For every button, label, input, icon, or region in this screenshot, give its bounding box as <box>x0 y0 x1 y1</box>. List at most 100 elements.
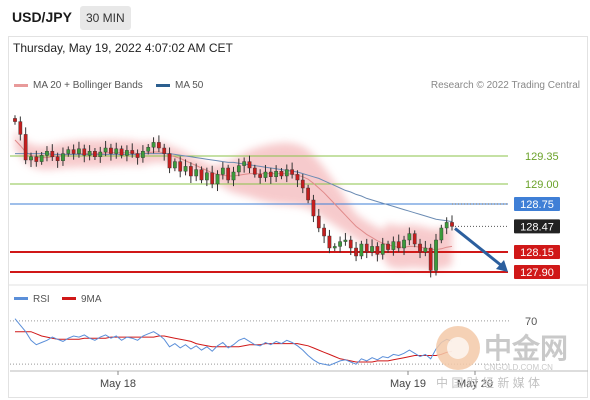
candle-body-51 <box>284 169 289 177</box>
candle-body-79 <box>434 239 438 271</box>
candle-body-19 <box>114 148 119 154</box>
timeframe-button[interactable]: 30 MIN <box>80 6 131 30</box>
candle-body-57 <box>316 215 321 229</box>
watermark-url: CNGOLD.COM.CN <box>484 363 553 372</box>
forecast-arrow-shaft <box>454 227 503 268</box>
bollinger-band <box>15 130 452 271</box>
candle-body-32 <box>183 166 188 172</box>
candle-body-14 <box>87 150 92 156</box>
candle-body-2 <box>23 134 28 161</box>
candle-body-58 <box>322 227 326 237</box>
candle-body-44 <box>247 161 252 169</box>
time-tick-label-0: May 18 <box>100 378 136 390</box>
candle-body-41 <box>231 171 236 181</box>
candle-body-48 <box>268 171 273 178</box>
candle-body-24 <box>141 150 145 158</box>
candle-body-52 <box>290 169 294 175</box>
candle-body-23 <box>135 153 140 158</box>
rsi-legend-swatch <box>14 297 28 300</box>
candle-body-59 <box>327 235 332 249</box>
level-label-0: 129.35 <box>525 151 559 163</box>
candle-body-0 <box>13 118 17 122</box>
rsi-line <box>14 318 453 366</box>
candle-body-70 <box>386 243 390 250</box>
candle-body-73 <box>402 239 406 249</box>
legend-label-ma20: MA 20 + Bollinger Bands <box>33 80 143 91</box>
watermark-logo-inner <box>447 337 469 359</box>
time-tick-label-1: May 19 <box>390 378 426 390</box>
candle-body-42 <box>236 165 241 173</box>
candle-body-81 <box>444 222 449 229</box>
candle-body-26 <box>151 142 156 148</box>
symbol-label: USD/JPY <box>12 9 72 25</box>
credit-text: Research © 2022 Trading Central <box>430 80 580 91</box>
candle-body-78 <box>428 247 433 271</box>
candle-body-50 <box>279 170 284 177</box>
candle-body-11 <box>71 149 76 154</box>
candle-body-16 <box>98 151 103 158</box>
candle-body-20 <box>119 148 124 156</box>
candle-body-36 <box>205 172 209 181</box>
candle-body-35 <box>199 169 204 181</box>
candle-body-74 <box>407 233 412 241</box>
candle-body-56 <box>311 199 316 217</box>
candle-body-7 <box>50 150 55 157</box>
rsi-ma9-line <box>15 331 453 363</box>
candle-body-38 <box>215 174 220 185</box>
candle-body-67 <box>370 246 374 253</box>
level-label-2: 128.75 <box>520 199 554 211</box>
candle-body-71 <box>391 241 396 250</box>
candle-body-37 <box>210 172 215 185</box>
candle-body-61 <box>338 241 342 247</box>
candle-body-45 <box>252 167 257 175</box>
candle-body-25 <box>146 146 151 152</box>
candle-body-55 <box>306 187 310 201</box>
level-label-1: 129.00 <box>525 179 559 191</box>
candle-body-39 <box>220 167 225 175</box>
candle-body-46 <box>258 174 262 178</box>
candle-body-13 <box>82 148 87 156</box>
candle-body-34 <box>194 169 199 177</box>
level-tag-2 <box>514 197 560 211</box>
candle-body-65 <box>359 243 364 257</box>
candle-body-47 <box>263 171 268 178</box>
legend-swatch-ma50 <box>156 84 170 87</box>
candle-body-31 <box>178 161 183 172</box>
candle-body-76 <box>418 243 422 253</box>
candle-body-5 <box>39 154 44 162</box>
candle-body-69 <box>380 243 385 255</box>
ma9-legend-label: 9MA <box>81 294 102 305</box>
candle-body-8 <box>55 156 60 162</box>
candle-body-43 <box>242 161 247 166</box>
time-tick-label-2: May 20 <box>457 378 493 390</box>
level-tag-5 <box>514 265 560 279</box>
candle-body-22 <box>130 150 135 154</box>
candle-body-10 <box>66 149 71 154</box>
candle-body-9 <box>61 153 65 162</box>
level-label-3: 128.47 <box>520 221 554 233</box>
candle-body-80 <box>439 227 444 241</box>
candle-body-63 <box>348 239 353 249</box>
legend-swatch-ma20 <box>14 84 28 87</box>
candle-body-68 <box>375 246 380 255</box>
watermark-logo-text: 中金网 <box>484 332 568 364</box>
chart-header: USD/JPY 30 MIN <box>0 0 590 36</box>
level-tag-3 <box>514 219 560 234</box>
forecast-arrow-head <box>496 260 508 272</box>
candle-body-28 <box>162 147 167 154</box>
candle-body-6 <box>45 150 49 156</box>
level-label-5: 127.90 <box>520 267 554 279</box>
level-tag-4 <box>514 245 560 259</box>
candle-body-27 <box>157 142 161 149</box>
legend-label-ma50: MA 50 <box>175 80 204 91</box>
candle-body-40 <box>226 167 231 181</box>
candle-body-12 <box>77 148 81 154</box>
candle-body-54 <box>300 179 305 189</box>
candle-body-64 <box>354 247 358 257</box>
rsi-level-label: 70 <box>525 316 537 328</box>
candle-body-66 <box>364 243 369 253</box>
candle-body-1 <box>18 121 23 135</box>
candle-body-82 <box>450 222 454 227</box>
legend-item-ma50: MA 50 <box>156 80 203 91</box>
